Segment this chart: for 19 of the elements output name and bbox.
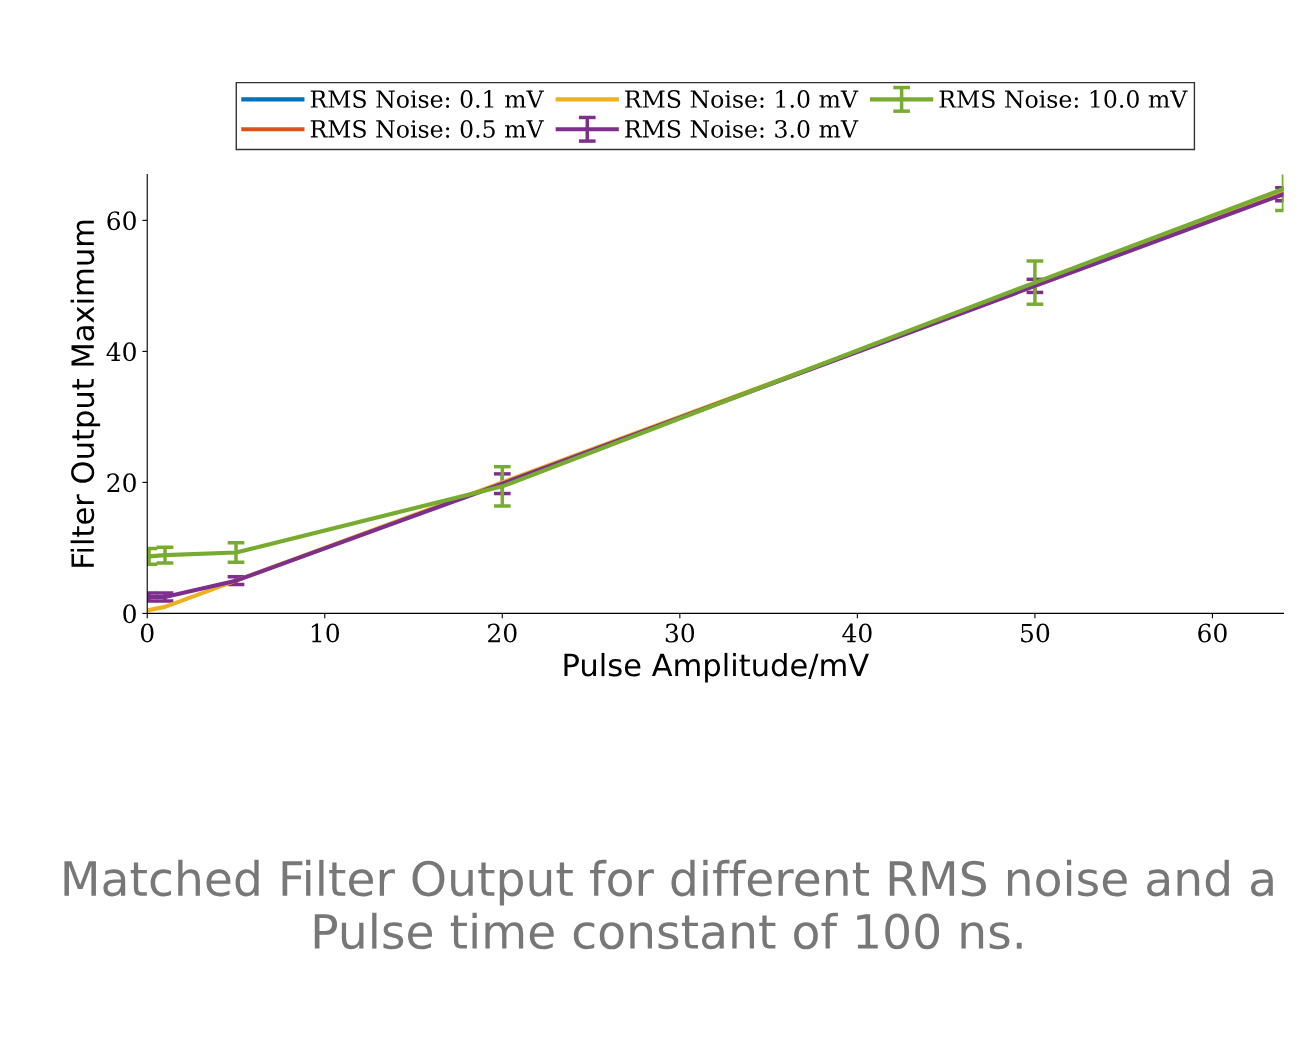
x-tick-label: 30 [665, 623, 695, 643]
y-tick-label: 60 [107, 211, 136, 231]
legend-label: RMS Noise: 1.0 mV [625, 90, 859, 108]
x-tick-label: 0 [140, 623, 154, 643]
y-tick-label: 0 [123, 604, 136, 624]
x-tick-label: 10 [311, 623, 340, 643]
x-tick-label: 40 [842, 623, 872, 643]
y-tick-label: 20 [107, 473, 136, 493]
legend-label: RMS Noise: 0.5 mV [310, 120, 544, 138]
legend-label: RMS Noise: 0.1 mV [310, 90, 544, 108]
x-axis-title: Pulse Amplitude/mV [564, 652, 869, 683]
x-tick-label: 50 [1021, 623, 1050, 643]
x-tick-label: 60 [1198, 623, 1227, 643]
y-tick-label: 40 [106, 342, 136, 362]
x-tick-label: 20 [488, 623, 517, 643]
legend-label: RMS Noise: 3.0 mV [625, 120, 859, 138]
text: Matched Filter Output for different RMS noise and a Pulse time constant of 100 ns. [64, 859, 1273, 950]
legend-label: RMS Noise: 10.0 mV [939, 90, 1188, 108]
y-axis-title: Filter Output Maximum [70, 220, 101, 567]
